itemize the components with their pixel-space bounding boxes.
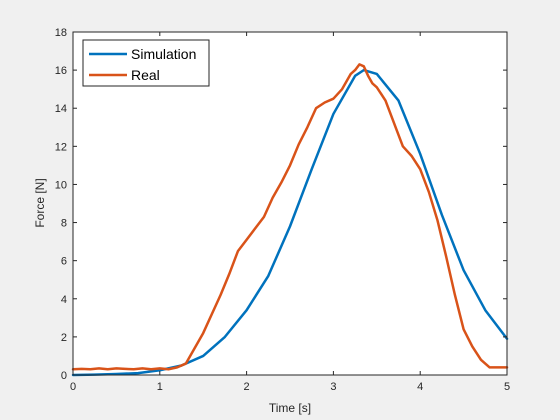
y-tick-label: 18	[55, 27, 67, 39]
x-tick-label: 2	[244, 381, 250, 393]
y-tick-label: 4	[61, 294, 67, 306]
x-tick-label: 5	[504, 381, 510, 393]
y-tick-label: 8	[61, 218, 67, 230]
y-tick-label: 6	[61, 256, 67, 268]
y-tick-label: 14	[55, 103, 67, 115]
y-tick-label: 2	[61, 332, 67, 344]
y-tick-label: 10	[55, 179, 67, 191]
x-axis-label: Time [s]	[269, 401, 311, 415]
x-tick-label: 1	[157, 381, 163, 393]
x-tick-label: 3	[330, 381, 336, 393]
series-line-real	[71, 63, 509, 371]
legend: Simulation Real	[82, 39, 210, 87]
y-tick-label: 16	[55, 65, 67, 77]
y-tick-label: 12	[55, 141, 67, 153]
y-tick-label: 0	[61, 370, 67, 382]
x-tick-label: 4	[417, 381, 423, 393]
series-layer	[71, 63, 509, 377]
y-axis-label: Force [N]	[33, 178, 47, 227]
plot-area	[73, 32, 507, 375]
legend-label-simulation: Simulation	[131, 46, 196, 62]
series-line-simulation	[71, 68, 509, 377]
x-tick-label: 0	[70, 381, 76, 393]
legend-label-real: Real	[131, 67, 160, 83]
axes-box	[72, 31, 508, 376]
legend-box	[82, 39, 210, 87]
